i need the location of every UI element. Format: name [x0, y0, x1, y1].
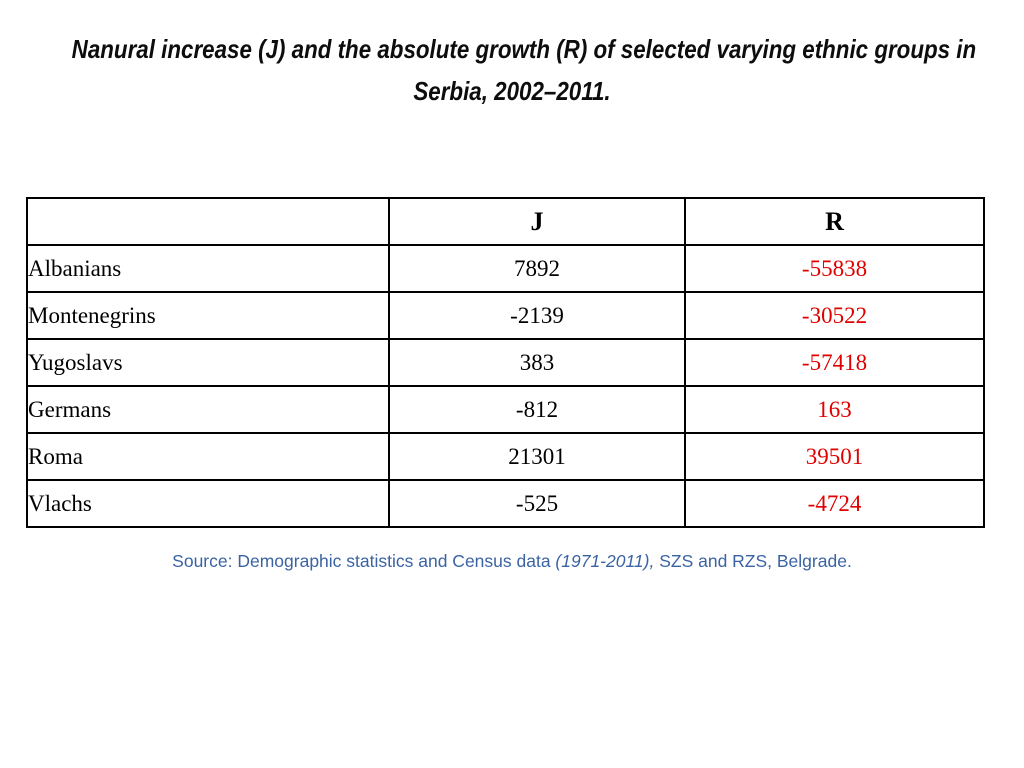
value-r: -57418	[684, 338, 985, 387]
value-j: 383	[388, 338, 686, 387]
row-label: Montenegrins	[26, 291, 390, 340]
slide-title: Nanural increase (J) and the absolute gr…	[71, 28, 977, 112]
value-j: 21301	[388, 432, 686, 481]
source-caption: Source: Demographic statistics and Censu…	[0, 551, 1024, 572]
row-label: Yugoslavs	[26, 338, 390, 387]
source-date-range: (1971-2011),	[555, 551, 655, 571]
value-r: -55838	[684, 244, 985, 293]
value-j: -525	[388, 479, 686, 528]
table-row: Albanians 7892 -55838	[26, 244, 985, 293]
title-line-1: Nanural increase (J) and the absolute gr…	[71, 34, 977, 64]
table-row: Germans -812 163	[26, 385, 985, 434]
table-header-row: J R	[26, 197, 985, 246]
source-prefix: Source: Demographic statistics and Censu…	[172, 551, 556, 571]
value-j: -812	[388, 385, 686, 434]
header-column-j: J	[388, 197, 686, 246]
table-row: Roma 21301 39501	[26, 432, 985, 481]
value-r: 39501	[684, 432, 985, 481]
value-j: -2139	[388, 291, 686, 340]
value-r: -30522	[684, 291, 985, 340]
table-row: Montenegrins -2139 -30522	[26, 291, 985, 340]
header-empty-cell	[26, 197, 390, 246]
value-j: 7892	[388, 244, 686, 293]
row-label: Roma	[26, 432, 390, 481]
table-row: Yugoslavs 383 -57418	[26, 338, 985, 387]
table-row: Vlachs -525 -4724	[26, 479, 985, 528]
row-label: Vlachs	[26, 479, 390, 528]
row-label: Albanians	[26, 244, 390, 293]
row-label: Germans	[26, 385, 390, 434]
title-line-2: Serbia, 2002–2011.	[413, 76, 611, 106]
header-column-r: R	[684, 197, 985, 246]
value-r: 163	[684, 385, 985, 434]
source-suffix: SZS and RZS, Belgrade.	[654, 551, 852, 571]
value-r: -4724	[684, 479, 985, 528]
ethnic-groups-table: J R Albanians 7892 -55838 Montenegrins -…	[26, 197, 985, 528]
